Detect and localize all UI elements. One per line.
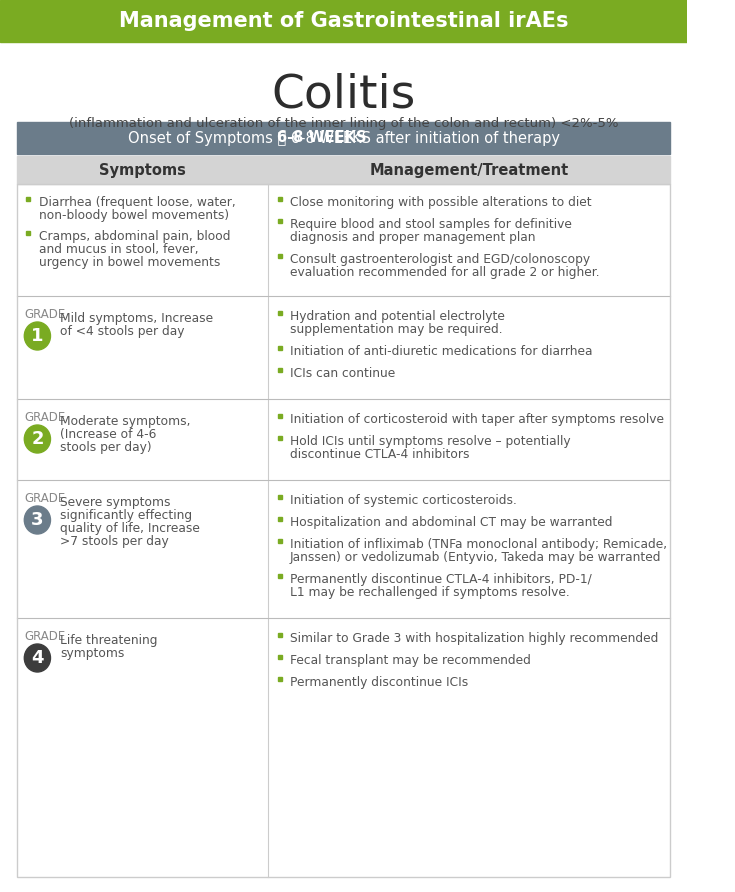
Text: GRADE: GRADE: [24, 630, 65, 643]
Text: of <4 stools per day: of <4 stools per day: [60, 325, 184, 338]
Bar: [0, 0, 687, 42]
Text: urgency in bowel movements: urgency in bowel movements: [39, 256, 220, 269]
Bar: [278, 414, 282, 418]
Text: Symptoms: Symptoms: [99, 162, 186, 178]
Text: Fecal transplant may be recommended: Fecal transplant may be recommended: [290, 654, 531, 667]
Circle shape: [24, 644, 51, 672]
Text: Onset of Symptoms ⏱ 6-8 WEEKS after initiation of therapy: Onset of Symptoms ⏱ 6-8 WEEKS after init…: [128, 130, 559, 145]
Text: GRADE: GRADE: [24, 308, 65, 321]
Text: GRADE: GRADE: [24, 411, 65, 424]
Text: L1 may be rechallenged if symptoms resolve.: L1 may be rechallenged if symptoms resol…: [290, 586, 570, 599]
Text: Diarrhea (frequent loose, water,: Diarrhea (frequent loose, water,: [39, 196, 236, 209]
Text: Life threatening: Life threatening: [60, 634, 157, 647]
Text: Hospitalization and abdominal CT may be warranted: Hospitalization and abdominal CT may be …: [290, 516, 612, 529]
Bar: [17, 184, 670, 877]
Text: discontinue CTLA-4 inhibitors: discontinue CTLA-4 inhibitors: [290, 448, 470, 461]
Text: Janssen) or vedolizumab (Entyvio, Takeda may be warranted: Janssen) or vedolizumab (Entyvio, Takeda…: [290, 551, 662, 564]
Text: Cramps, abdominal pain, blood: Cramps, abdominal pain, blood: [39, 230, 231, 243]
Bar: [278, 655, 282, 659]
Text: Management of Gastrointestinal irAEs: Management of Gastrointestinal irAEs: [119, 11, 568, 31]
Text: stools per day): stools per day): [60, 441, 151, 454]
Text: significantly effecting: significantly effecting: [60, 509, 192, 522]
Circle shape: [24, 506, 51, 534]
Text: Permanently discontinue ICIs: Permanently discontinue ICIs: [290, 676, 468, 689]
Text: non-bloody bowel movements): non-bloody bowel movements): [39, 209, 229, 222]
Bar: [278, 197, 282, 201]
Bar: [278, 633, 282, 637]
Text: Require blood and stool samples for definitive: Require blood and stool samples for defi…: [290, 218, 572, 231]
Circle shape: [24, 425, 51, 453]
Bar: [278, 219, 282, 223]
Bar: [26, 197, 30, 201]
Bar: [278, 254, 282, 258]
Text: Hold ICIs until symptoms resolve – potentially: Hold ICIs until symptoms resolve – poten…: [290, 435, 570, 448]
Text: 6-8 WEEKS: 6-8 WEEKS: [277, 130, 367, 145]
Text: evaluation recommended for all grade 2 or higher.: evaluation recommended for all grade 2 o…: [290, 266, 600, 279]
Text: diagnosis and proper management plan: diagnosis and proper management plan: [290, 231, 535, 244]
Text: 4: 4: [31, 649, 43, 667]
Text: Colitis: Colitis: [271, 72, 416, 117]
Text: 2: 2: [31, 430, 43, 448]
Bar: [278, 495, 282, 499]
Text: Initiation of corticosteroid with taper after symptoms resolve: Initiation of corticosteroid with taper …: [290, 413, 664, 426]
Text: GRADE: GRADE: [24, 492, 65, 505]
Bar: [17, 122, 670, 154]
Text: Close monitoring with possible alterations to diet: Close monitoring with possible alteratio…: [290, 196, 592, 209]
Text: Hydration and potential electrolyte: Hydration and potential electrolyte: [290, 310, 505, 323]
Text: (inflammation and ulceration of the inner lining of the colon and rectum) <2%-5%: (inflammation and ulceration of the inne…: [69, 117, 618, 130]
Bar: [278, 436, 282, 440]
Text: 1: 1: [31, 327, 43, 345]
Text: ICIs can continue: ICIs can continue: [290, 367, 395, 380]
Text: Mild symptoms, Increase: Mild symptoms, Increase: [60, 312, 213, 325]
Bar: [278, 677, 282, 681]
Bar: [278, 346, 282, 350]
Bar: [17, 156, 670, 184]
Text: Similar to Grade 3 with hospitalization highly recommended: Similar to Grade 3 with hospitalization …: [290, 632, 659, 645]
Text: Severe symptoms: Severe symptoms: [60, 496, 171, 509]
Text: Permanently discontinue CTLA-4 inhibitors, PD-1/: Permanently discontinue CTLA-4 inhibitor…: [290, 573, 592, 586]
Circle shape: [24, 322, 51, 350]
Bar: [278, 311, 282, 315]
Text: supplementation may be required.: supplementation may be required.: [290, 323, 503, 336]
Text: Initiation of infliximab (TNFa monoclonal antibody; Remicade,: Initiation of infliximab (TNFa monoclona…: [290, 538, 667, 551]
Bar: [278, 539, 282, 543]
Text: Management/Treatment: Management/Treatment: [370, 162, 569, 178]
Text: (Increase of 4-6: (Increase of 4-6: [60, 428, 157, 441]
Bar: [26, 231, 30, 235]
Bar: [278, 368, 282, 372]
Text: and mucus in stool, fever,: and mucus in stool, fever,: [39, 243, 199, 256]
Text: >7 stools per day: >7 stools per day: [60, 535, 168, 548]
Bar: [278, 517, 282, 521]
Text: Initiation of anti-diuretic medications for diarrhea: Initiation of anti-diuretic medications …: [290, 345, 592, 358]
Text: 3: 3: [31, 511, 43, 529]
Text: quality of life, Increase: quality of life, Increase: [60, 522, 200, 535]
Text: Initiation of systemic corticosteroids.: Initiation of systemic corticosteroids.: [290, 494, 517, 507]
Text: Moderate symptoms,: Moderate symptoms,: [60, 415, 190, 428]
Text: Consult gastroenterologist and EGD/colonoscopy: Consult gastroenterologist and EGD/colon…: [290, 253, 590, 266]
Text: symptoms: symptoms: [60, 647, 124, 660]
Bar: [278, 574, 282, 578]
